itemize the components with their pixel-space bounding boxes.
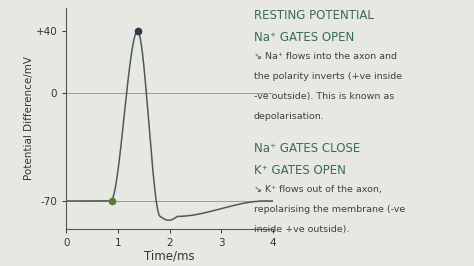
Text: the polarity inverts (+ve inside: the polarity inverts (+ve inside	[254, 72, 402, 81]
Text: repolarising the membrane (-ve: repolarising the membrane (-ve	[254, 205, 405, 214]
Text: RESTING POTENTIAL: RESTING POTENTIAL	[254, 9, 374, 22]
Text: Na⁺ GATES OPEN: Na⁺ GATES OPEN	[254, 31, 354, 44]
Text: -ve outside). This is known as: -ve outside). This is known as	[254, 92, 394, 101]
Text: inside +ve outside).: inside +ve outside).	[254, 225, 349, 234]
Text: ↘ Na⁺ flows into the axon and: ↘ Na⁺ flows into the axon and	[254, 52, 397, 61]
Text: K⁺ GATES OPEN: K⁺ GATES OPEN	[254, 164, 346, 177]
Text: ↘ K⁺ flows out of the axon,: ↘ K⁺ flows out of the axon,	[254, 185, 382, 194]
Y-axis label: Potential Difference/mV: Potential Difference/mV	[24, 56, 34, 180]
Text: Na⁺ GATES CLOSE: Na⁺ GATES CLOSE	[254, 142, 360, 155]
Text: depolarisation.: depolarisation.	[254, 112, 324, 121]
X-axis label: Time/ms: Time/ms	[144, 249, 195, 262]
